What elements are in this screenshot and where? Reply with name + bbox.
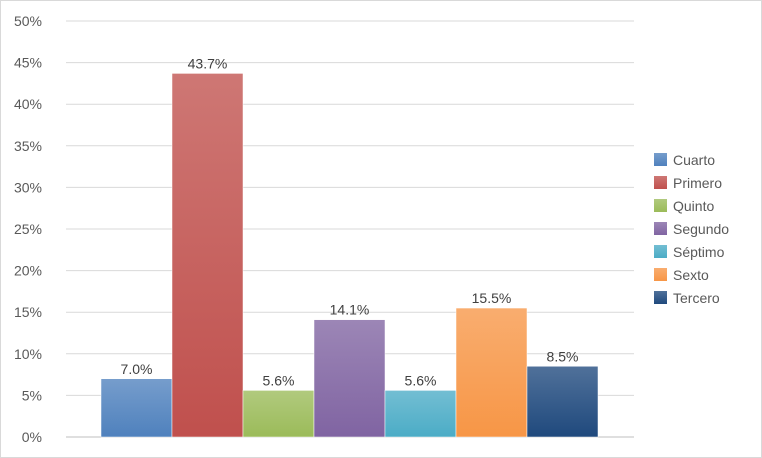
bar-cuarto (100, 378, 173, 438)
legend-item: Primero (654, 175, 722, 191)
legend-label: Segundo (673, 221, 729, 237)
legend-item: Sexto (654, 267, 709, 283)
legend-item: Quinto (654, 198, 714, 214)
legend-swatch (654, 291, 667, 304)
bar-quinto (242, 390, 315, 438)
bars (100, 73, 599, 438)
legend-swatch (654, 245, 667, 258)
legend-swatch (654, 199, 667, 212)
legend-item: Cuarto (654, 152, 715, 168)
legend-label: Primero (673, 175, 722, 191)
bar-sptimo (384, 390, 457, 438)
y-tick-label: 0% (22, 429, 42, 445)
legend-item: Tercero (654, 290, 720, 306)
legend-item: Segundo (654, 221, 729, 237)
data-label: 8.5% (547, 348, 579, 364)
y-tick-label: 15% (14, 304, 42, 320)
y-tick-label: 10% (14, 346, 42, 362)
legend-label: Quinto (673, 198, 714, 214)
data-label: 5.6% (405, 372, 437, 388)
data-labels: 7.0% 43.7% 5.6% 14.1% 5.6% 15.5% 8.5% (121, 55, 579, 388)
data-label: 14.1% (330, 302, 370, 318)
bar-segundo (313, 319, 386, 438)
y-tick-label: 30% (14, 179, 42, 195)
data-label: 5.6% (263, 372, 295, 388)
y-axis-ticks: 0% 5% 10% 15% 20% 25% 30% 35% 40% 45% 50% (14, 13, 42, 445)
y-tick-label: 40% (14, 96, 42, 112)
legend-swatch (654, 176, 667, 189)
legend-swatch (654, 222, 667, 235)
data-label: 43.7% (188, 55, 228, 71)
legend-label: Cuarto (673, 152, 715, 168)
y-tick-label: 45% (14, 55, 42, 71)
y-tick-label: 25% (14, 221, 42, 237)
y-tick-label: 50% (14, 13, 42, 29)
data-label: 7.0% (121, 361, 153, 377)
bar-tercero (526, 366, 599, 438)
y-tick-label: 20% (14, 263, 42, 279)
legend-swatch (654, 153, 667, 166)
legend: Cuarto Primero Quinto Segundo Séptimo Sexto Te… (654, 152, 729, 306)
legend-swatch (654, 268, 667, 281)
legend-label: Séptimo (673, 244, 725, 260)
y-tick-label: 5% (22, 387, 42, 403)
bar-primero (171, 73, 244, 438)
y-tick-label: 35% (14, 138, 42, 154)
legend-label: Tercero (673, 290, 720, 306)
legend-item: Séptimo (654, 244, 725, 260)
bar-sexto (455, 307, 528, 438)
legend-label: Sexto (673, 267, 709, 283)
data-label: 15.5% (472, 290, 512, 306)
